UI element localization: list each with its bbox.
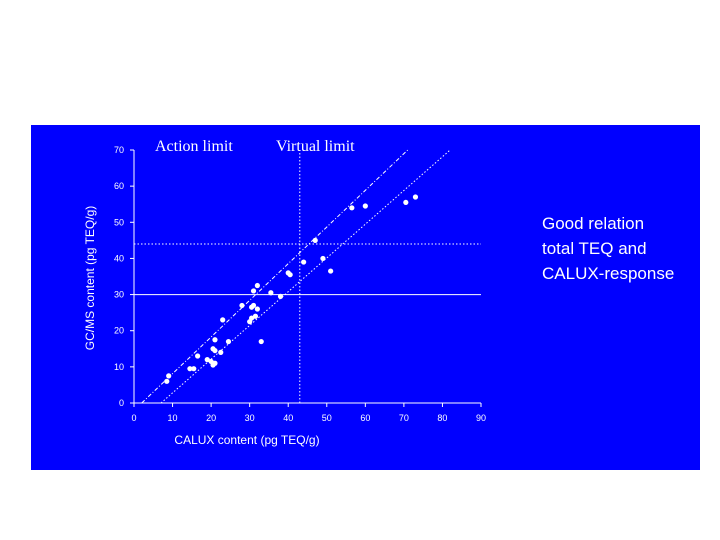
- y-tick-label: 30: [114, 290, 124, 300]
- data-point: [277, 293, 284, 299]
- y-tick-label: 20: [114, 326, 124, 336]
- diagonal-reference-line: [141, 149, 409, 404]
- y-tick-label: 10: [114, 362, 124, 372]
- data-point: [250, 288, 257, 294]
- data-point: [191, 366, 197, 372]
- diagonal-reference-line: [160, 149, 451, 404]
- y-tick-label: 50: [114, 217, 124, 227]
- y-tick-label: 40: [114, 253, 124, 263]
- y-axis-label: GC/MS content (pg TEQ/g): [83, 206, 97, 351]
- data-point: [252, 313, 259, 319]
- data-point: [312, 237, 318, 243]
- chart-panel: 0 10 20 30 40 50 60 70 80 90 0 10 20 30 40 50 60 70 CALUX…: [31, 125, 700, 470]
- data-point: [301, 259, 307, 265]
- data-point: [349, 205, 355, 211]
- data-point: [204, 357, 210, 363]
- action-limit-label: Action limit: [155, 138, 233, 155]
- data-point: [268, 290, 274, 296]
- virtual-limit-label: Virtual limit: [276, 138, 355, 155]
- x-tick-label: 80: [437, 413, 447, 423]
- data-point: [239, 302, 245, 309]
- data-point: [212, 360, 218, 366]
- x-tick-label: 20: [206, 413, 216, 423]
- x-tick-label: 10: [168, 413, 178, 423]
- data-point: [218, 349, 224, 355]
- x-axis-label: CALUX content (pg TEQ/g): [174, 433, 319, 447]
- data-point: [248, 315, 255, 321]
- data-point: [287, 272, 293, 278]
- axis-ticks: 0 10 20 30 40 50 60 70 80 90 0 10 20 30 40 50 60 70: [114, 145, 486, 423]
- data-point: [212, 347, 218, 354]
- y-tick-label: 60: [114, 181, 124, 191]
- data-point: [258, 338, 264, 345]
- data-point: [328, 268, 334, 274]
- scatter-chart: 0 10 20 30 40 50 60 70 80 90 0 10 20 30 40 50 60 70 CALUX…: [83, 145, 486, 447]
- data-point: [320, 255, 326, 262]
- x-tick-label: 50: [322, 413, 332, 423]
- note-line: Good relation: [542, 214, 645, 233]
- x-tick-label: 70: [399, 413, 409, 423]
- data-point: [166, 373, 172, 379]
- data-point: [195, 353, 201, 359]
- relation-note: Good relation total TEQ and CALUX-respon…: [542, 211, 674, 286]
- data-point: [212, 337, 218, 343]
- data-point: [254, 306, 260, 312]
- data-point: [254, 282, 260, 289]
- x-tick-label: 40: [283, 413, 293, 423]
- data-point: [220, 317, 226, 323]
- data-point: [225, 338, 232, 345]
- x-tick-label: 60: [360, 413, 370, 423]
- data-point: [403, 199, 409, 206]
- note-line: total TEQ and: [542, 239, 647, 258]
- data-point: [362, 203, 368, 209]
- note-line: CALUX-response: [542, 264, 675, 283]
- data-point: [412, 194, 419, 200]
- data-point: [187, 366, 193, 372]
- y-tick-label: 70: [114, 145, 124, 155]
- data-point: [250, 302, 257, 309]
- reference-lines: [134, 149, 481, 404]
- x-tick-label: 90: [476, 413, 486, 423]
- x-tick-label: 30: [245, 413, 255, 423]
- data-point: [164, 378, 170, 384]
- data-points: [164, 194, 419, 384]
- x-tick-label: 0: [131, 413, 136, 423]
- y-tick-label: 0: [119, 398, 124, 408]
- axes: [133, 150, 481, 404]
